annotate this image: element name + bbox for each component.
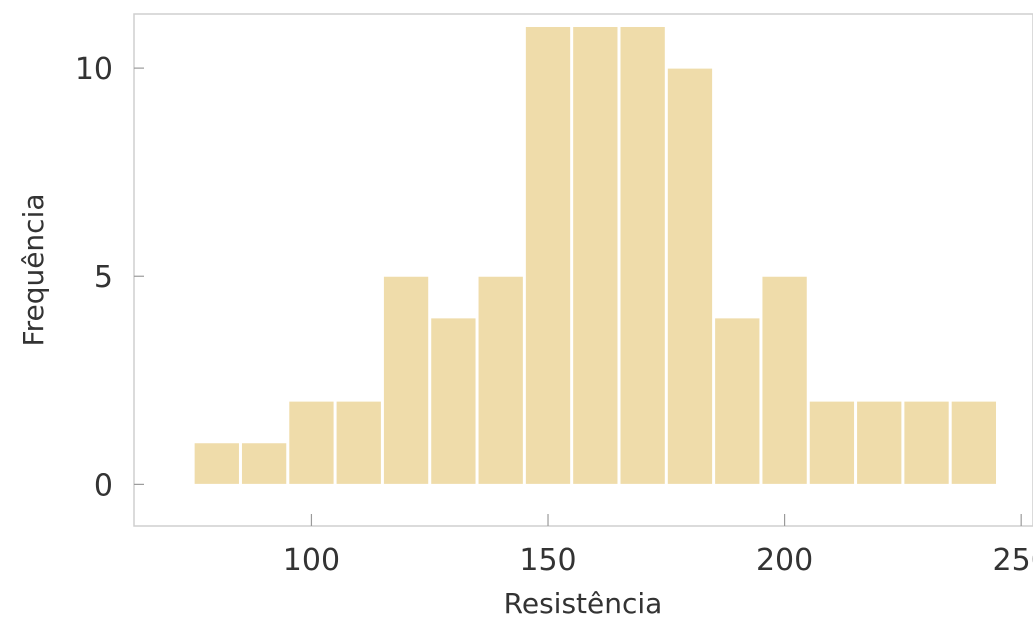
plot-frame xyxy=(133,13,1033,527)
histogram-bar xyxy=(714,317,761,485)
histogram-bar xyxy=(477,275,524,485)
histogram-bar xyxy=(619,25,666,485)
histogram-bar xyxy=(288,400,335,485)
y-axis-title: Frequência xyxy=(17,193,50,346)
y-tick-label: 0 xyxy=(94,468,113,503)
histogram-bar xyxy=(903,400,950,485)
histogram-bar xyxy=(430,317,477,485)
histogram-bar xyxy=(382,275,430,485)
bars-group xyxy=(193,25,998,485)
x-axis-title: Resistência xyxy=(504,587,663,620)
histogram-bar xyxy=(572,25,619,485)
y-axis-ticks: 0 5 10 xyxy=(75,52,144,503)
histogram-bar xyxy=(856,400,903,485)
histogram-bar xyxy=(761,275,808,485)
x-axis-ticks: 100 150 200 250 xyxy=(283,514,1033,578)
histogram-bar xyxy=(335,400,382,485)
histogram-bar xyxy=(240,442,288,485)
x-tick-label: 150 xyxy=(519,543,576,578)
histogram-bar xyxy=(950,400,998,485)
x-tick-label: 250 xyxy=(993,543,1033,578)
histogram-bar xyxy=(666,67,714,485)
histogram-bar xyxy=(808,400,856,485)
histogram-bar xyxy=(193,442,240,485)
x-tick-label: 200 xyxy=(756,543,813,578)
y-tick-label: 10 xyxy=(75,52,113,87)
x-tick-label: 100 xyxy=(283,543,340,578)
histogram-bar xyxy=(524,25,572,485)
y-tick-label: 5 xyxy=(94,260,113,295)
